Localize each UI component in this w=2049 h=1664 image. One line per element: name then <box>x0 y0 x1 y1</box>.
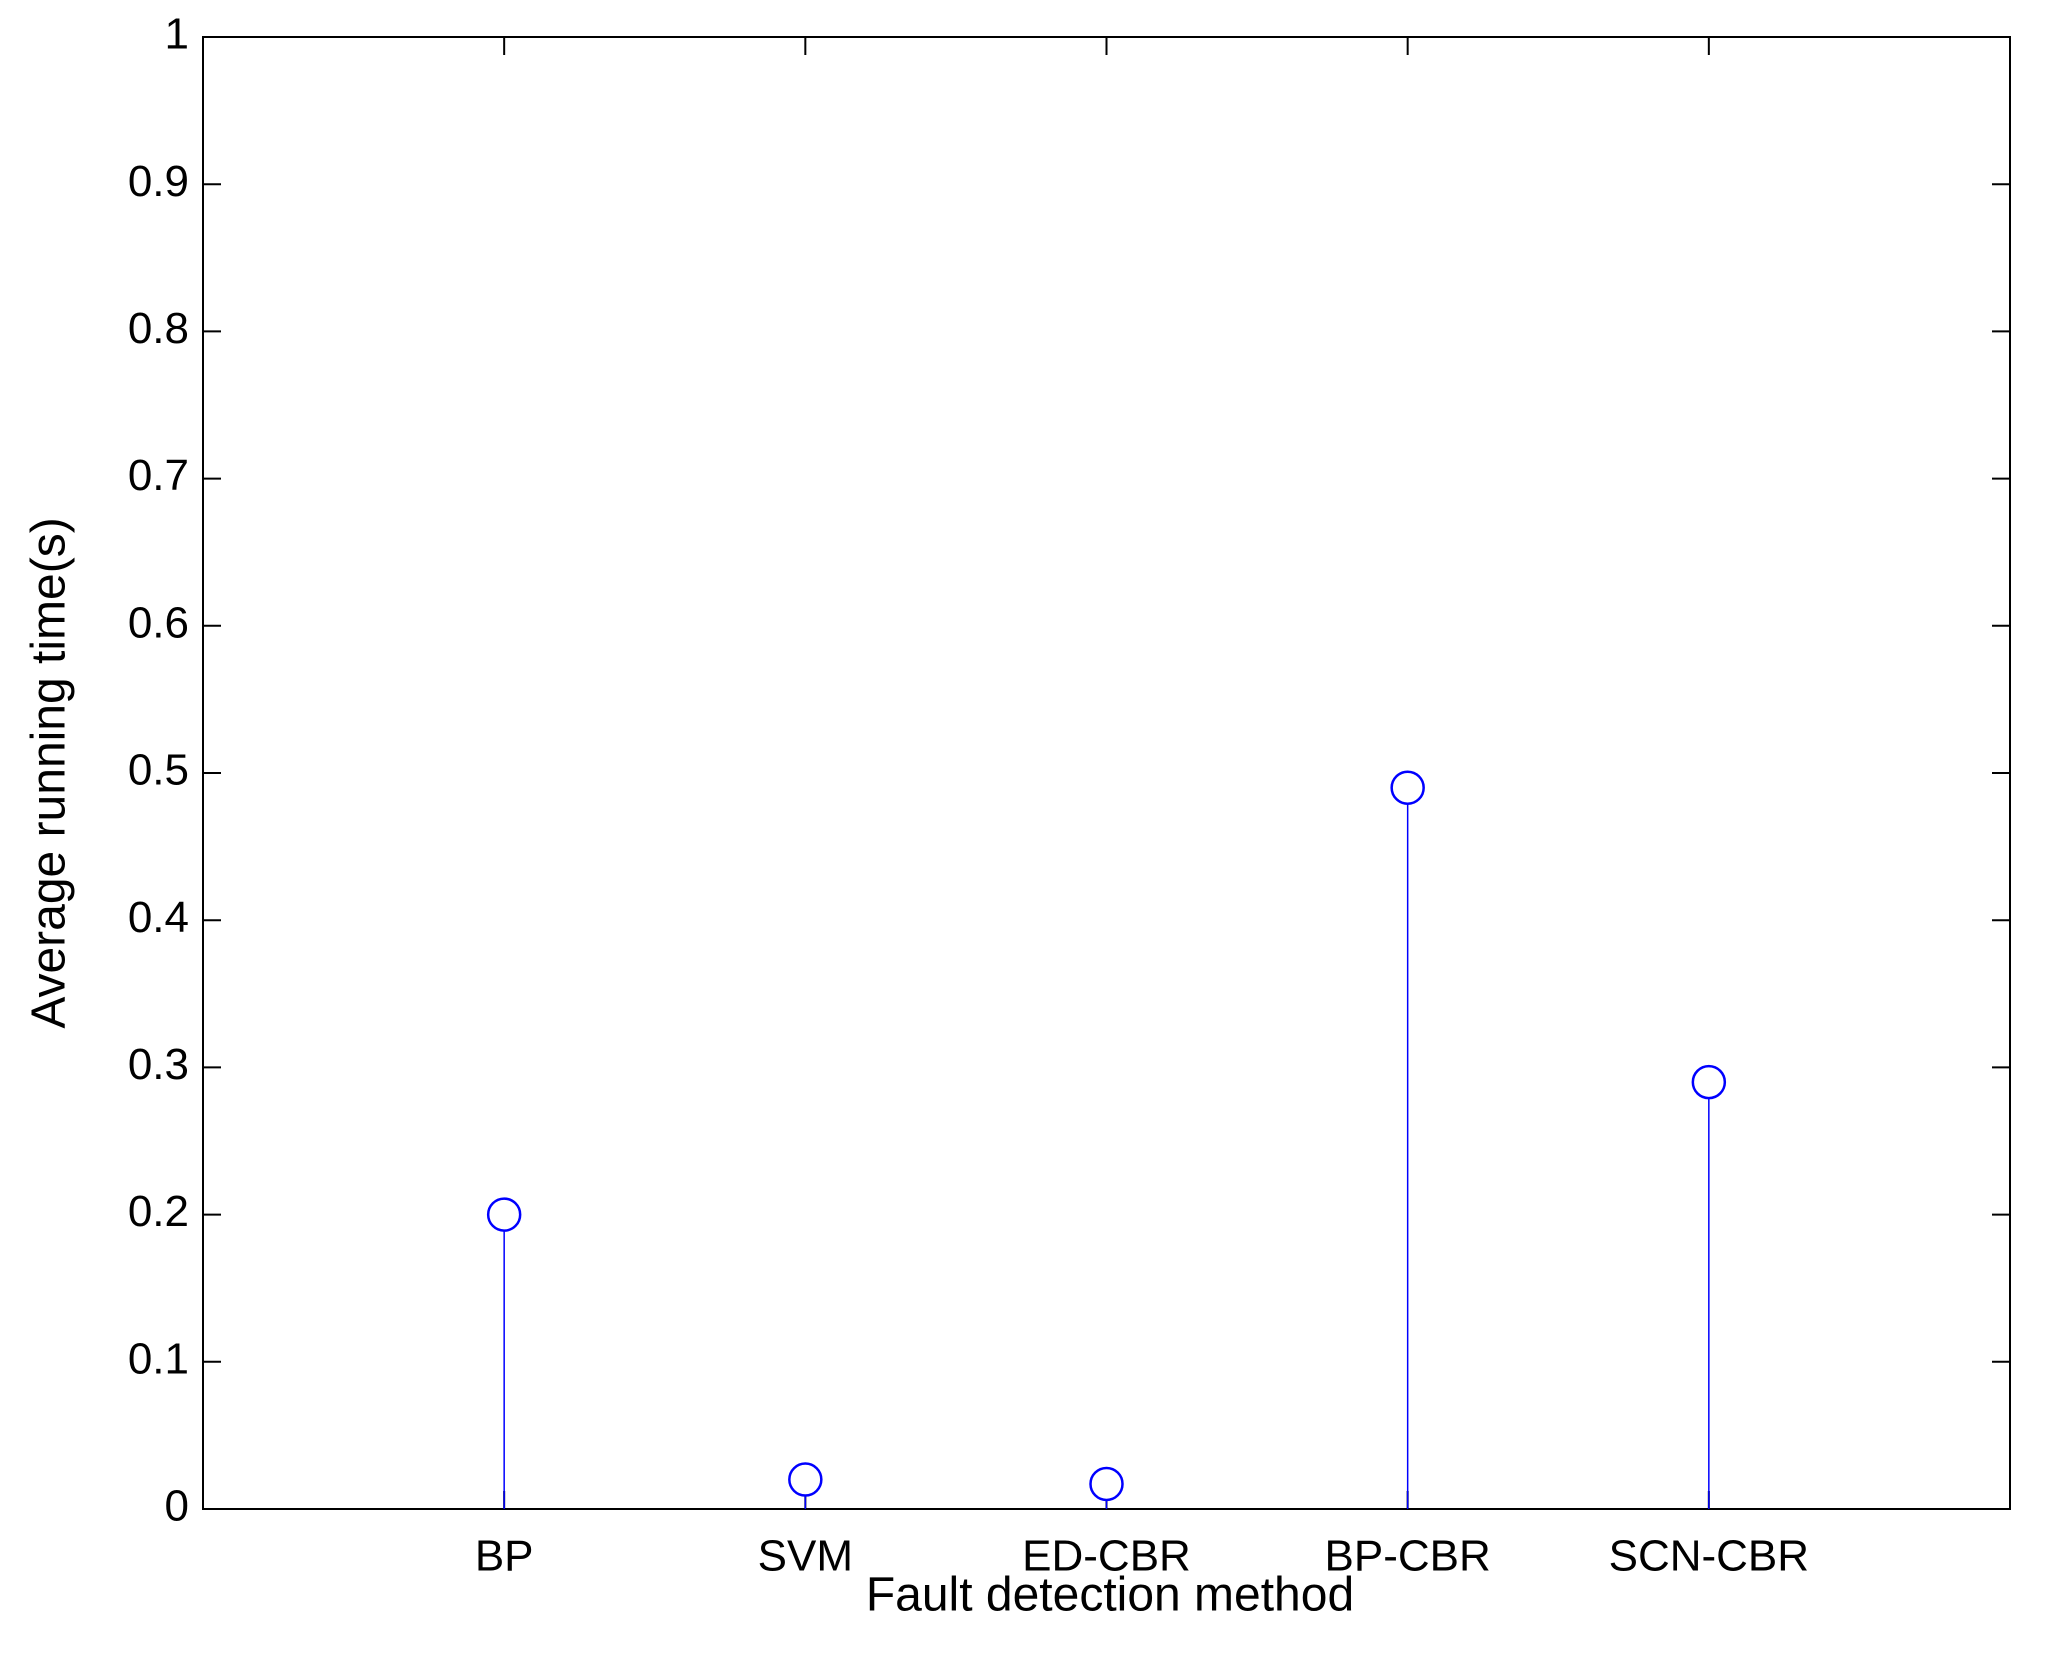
x-tick-label: SVM <box>758 1532 853 1581</box>
stem-marker <box>1089 1466 1124 1502</box>
plot-frame <box>202 36 2011 1510</box>
stem-marker <box>486 1197 522 1232</box>
stem-marker <box>1390 770 1425 805</box>
y-tick-label: 0.3 <box>128 1040 189 1089</box>
y-tick-label: 0.6 <box>128 598 189 647</box>
y-tick-label: 0.9 <box>128 157 189 206</box>
y-tick-label: 0.4 <box>128 893 189 942</box>
x-tick-label: SCN-CBR <box>1609 1532 1809 1581</box>
y-tick-label: 0.8 <box>128 304 189 353</box>
x-tick-label: BP-CBR <box>1325 1532 1491 1581</box>
y-tick-label: 0.1 <box>128 1334 189 1383</box>
x-tick-label: BP <box>475 1532 534 1581</box>
x-tick-label: ED-CBR <box>1022 1532 1191 1581</box>
y-tick-label: 0.2 <box>128 1187 189 1236</box>
y-tick-label: 0.7 <box>128 451 189 500</box>
y-tick-label: 0 <box>165 1482 189 1531</box>
stem-marker <box>1691 1064 1727 1100</box>
y-axis-label: Average running time(s) <box>23 517 76 1028</box>
stem-marker <box>788 1462 823 1497</box>
x-axis-label: Fault detection method <box>866 1569 1354 1622</box>
y-tick-label: 1 <box>165 10 189 59</box>
y-tick-label: 0.5 <box>128 746 189 795</box>
